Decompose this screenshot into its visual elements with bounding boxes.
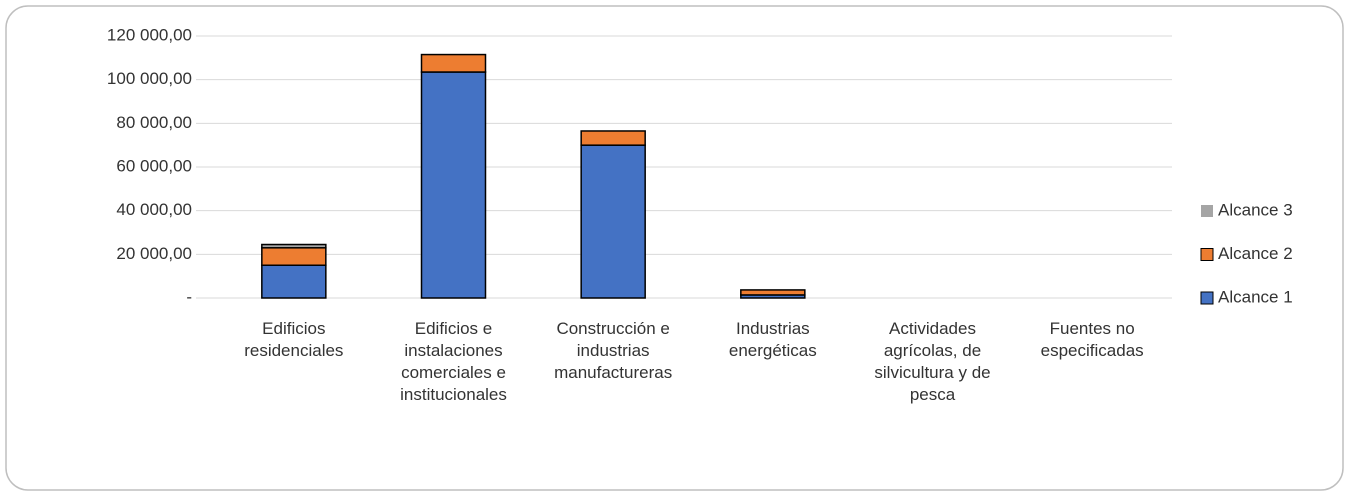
y-tick-label: - [186, 287, 192, 306]
legend-swatch [1200, 291, 1214, 305]
x-tick-label: Edificios residenciales [244, 319, 344, 360]
legend-swatch [1201, 205, 1213, 217]
y-tick-label: 80 000,00 [116, 113, 192, 132]
x-tick-label: Fuentes no especificadas [1040, 319, 1144, 360]
y-tick-label: 100 000,00 [107, 69, 192, 88]
chart-border [5, 5, 1344, 491]
bar-segment [261, 264, 327, 299]
legend-swatch [1200, 248, 1214, 261]
bar-segment [580, 144, 646, 299]
legend-label: Alcance 1 [1218, 287, 1293, 306]
x-tick-label: Industrias energéticas [728, 319, 817, 360]
bar-segment [261, 247, 327, 267]
bar-segment [580, 130, 646, 146]
bar-segment [740, 289, 806, 296]
bar-segment [420, 53, 487, 73]
bar-segment [420, 71, 487, 299]
y-tick-label: 120 000,00 [107, 25, 192, 44]
x-tick-label: Construcción e industrias manufactureras [554, 319, 673, 382]
legend-label: Alcance 3 [1218, 200, 1293, 219]
y-tick-label: 20 000,00 [116, 244, 192, 263]
y-tick-label: 60 000,00 [116, 156, 192, 175]
bar-segment [261, 243, 327, 249]
y-tick-label: 40 000,00 [116, 200, 192, 219]
legend-label: Alcance 2 [1218, 244, 1293, 263]
x-tick-label: Actividades agrícolas, de silvicultura y… [874, 319, 991, 404]
x-tick-label: Edificios e instalaciones comerciales e … [400, 319, 507, 404]
